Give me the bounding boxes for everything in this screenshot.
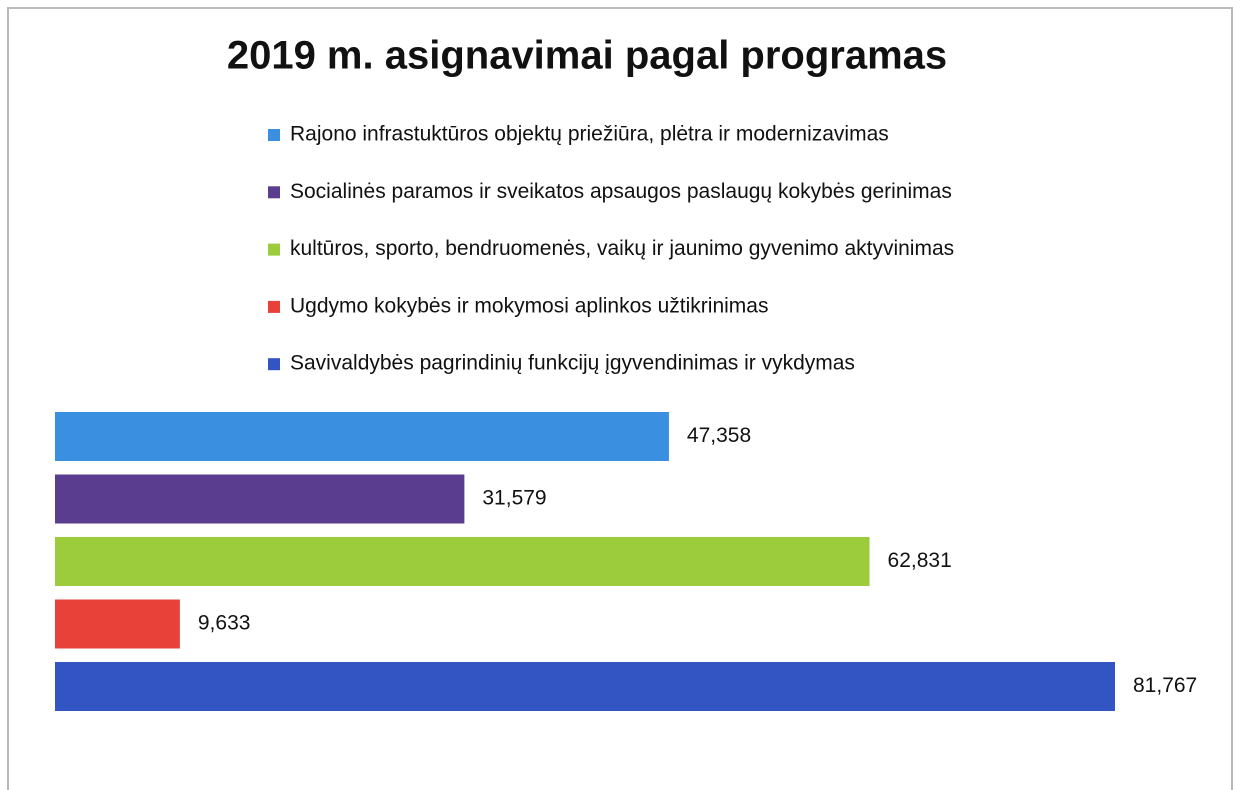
legend-label: Socialinės paramos ir sveikatos apsaugos…	[290, 180, 952, 203]
legend-swatch	[268, 129, 280, 141]
legend-label: Savivaldybės pagrindinių funkcijų įgyven…	[290, 352, 855, 375]
bar	[55, 599, 180, 649]
value-label: 9,633	[198, 612, 251, 635]
value-label: 81,767	[1133, 674, 1197, 697]
legend-swatch	[268, 243, 280, 256]
bar	[55, 537, 870, 586]
legend-label: Ugdymo kokybės ir mokymosi aplinkos užti…	[290, 294, 768, 317]
chart-title: 2019 m. asignavimai pagal programas	[227, 34, 947, 78]
legend-swatch	[268, 358, 280, 371]
value-label: 47,358	[687, 424, 751, 447]
legend-swatch	[268, 300, 280, 313]
legend-swatch	[268, 186, 280, 199]
bar	[55, 412, 669, 461]
value-label: 62,831	[888, 549, 952, 572]
frame	[7, 7, 1233, 790]
bar	[55, 474, 465, 524]
legend-label: Rajono infrastuktūros objektų priežiūra,…	[290, 123, 889, 146]
bar	[55, 662, 1115, 711]
value-label: 31,579	[482, 487, 546, 510]
legend-label: kultūros, sporto, bendruomenės, vaikų ir…	[290, 237, 954, 260]
